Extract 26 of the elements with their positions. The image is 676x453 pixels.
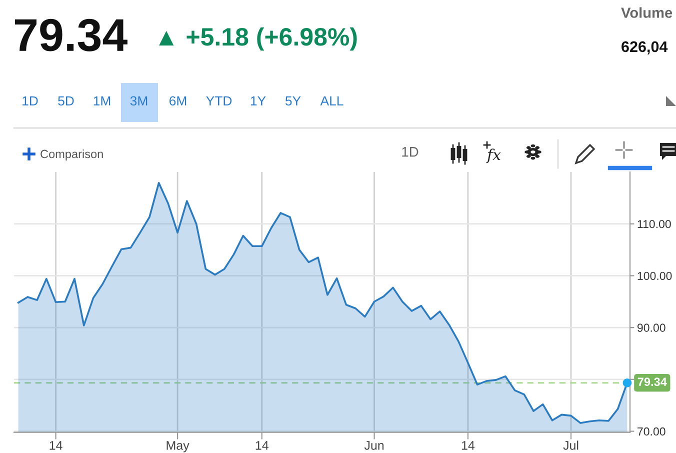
text: 626,04 <box>622 41 668 54</box>
text: 1D <box>402 147 418 157</box>
text: 3M <box>130 96 148 106</box>
text: 1D <box>22 96 38 106</box>
text: 1Y <box>250 96 266 106</box>
chart-title: 79.34 <box>14 18 128 52</box>
text: 1M <box>94 96 110 106</box>
x-tick-label: 14 <box>50 441 62 450</box>
text: 5D <box>58 96 74 106</box>
chart-subtitle: ▲ +5.18 (+6.98%) <box>159 27 357 51</box>
y-tick-label: 90.00 <box>637 324 666 332</box>
text: 5Y <box>285 96 301 106</box>
ref-line-label: 79.34 <box>638 378 667 386</box>
text: Comparison <box>40 150 103 161</box>
x-tick-label: May <box>166 441 190 452</box>
text: Volume <box>621 7 672 18</box>
y-tick-label: 110.00 <box>638 220 671 228</box>
x-tick-label: Jul <box>563 440 578 450</box>
x-tick-label: 14 <box>256 441 268 450</box>
text: ALL <box>320 96 344 106</box>
y-tick-label: 100.00 <box>638 272 672 280</box>
x-tick-label: 14 <box>462 441 475 450</box>
text: 6M <box>170 96 186 106</box>
x-tick-label: Jun <box>364 441 384 450</box>
y-tick-label: 70.00 <box>638 427 666 436</box>
text: YTD <box>206 96 232 106</box>
